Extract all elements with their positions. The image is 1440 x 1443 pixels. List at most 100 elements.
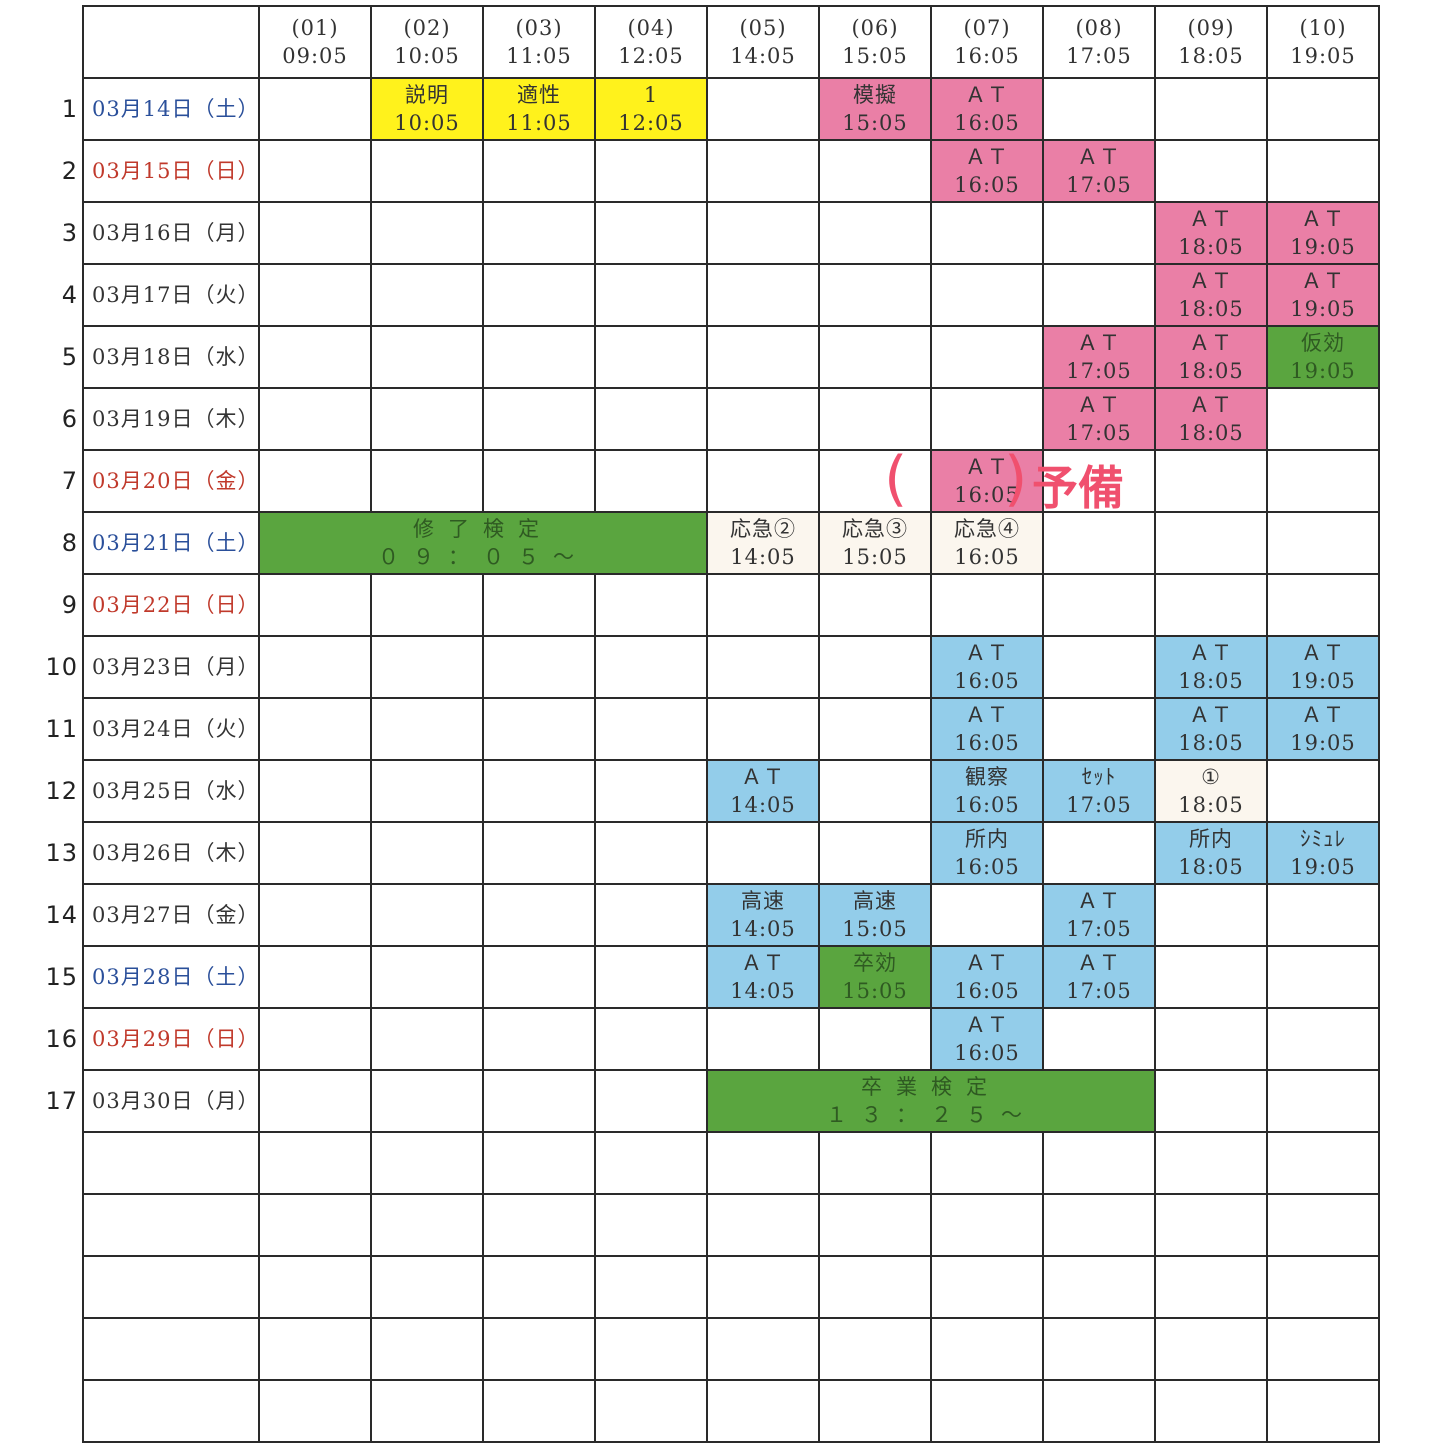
row-date: 03月26日（木）: [82, 821, 260, 885]
lesson-label: 仮効: [1301, 331, 1345, 355]
empty-cell: [1042, 77, 1156, 141]
schedule-row: 11 03月24日（火） ＡＴ 16:05 ＡＴ 18:05 ＡＴ 19:05: [40, 697, 1380, 761]
lesson-label: ＡＴ: [1189, 393, 1233, 417]
lesson-label: ＡＴ: [1301, 269, 1345, 293]
row-date: 03月19日（木）: [82, 387, 260, 451]
schedule-row: 14 03月27日（金） 高速 14:05 高速 15:05 ＡＴ 17:05: [40, 883, 1380, 947]
lesson-label: 模擬: [853, 83, 897, 107]
lesson-label: ＡＴ: [1189, 641, 1233, 665]
slot-time: 16:05: [954, 44, 1020, 68]
lesson-cell: 卒業検定 １３：２５～: [706, 1069, 1156, 1133]
empty-cell: [1154, 511, 1268, 575]
lesson-time: 14:05: [730, 793, 796, 817]
schedule-row: 13 03月26日（木） 所内 16:05 所内 18:05 ｼﾐｭﾚ 19:05: [40, 821, 1380, 885]
empty-cell: [258, 821, 372, 885]
lesson-cell: ＡＴ 18:05: [1154, 325, 1268, 389]
empty-cell: [818, 1317, 932, 1381]
lesson-label: ＡＴ: [1077, 889, 1121, 913]
empty-cell: [594, 139, 708, 203]
lesson-label: 1: [643, 83, 659, 107]
empty-cell: [1042, 263, 1156, 327]
lesson-label: ＡＴ: [1077, 331, 1121, 355]
empty-cell: [706, 635, 820, 699]
empty-cell: [482, 139, 596, 203]
row-number: 10: [45, 653, 78, 681]
empty-cell: [1154, 1255, 1268, 1319]
lesson-time: 15:05: [842, 979, 908, 1003]
empty-cell: [370, 573, 484, 637]
empty-cell: [258, 883, 372, 947]
row-number: 8: [61, 529, 78, 557]
lesson-cell: 高速 15:05: [818, 883, 932, 947]
schedule-row: 8 03月21日（土） 修了検定 ０９：０５～ 応急② 14:05 応急③ 15:05 応急④ 1…: [40, 511, 1380, 575]
empty-cell: [706, 1255, 820, 1319]
row-number: [40, 1132, 83, 1194]
schedule-row: 5 03月18日（水） ＡＴ 17:05 ＡＴ 18:05 仮効 19:05: [40, 325, 1380, 389]
row-date: 03月28日（土）: [82, 945, 260, 1009]
slot-header: (01) 09:05: [258, 5, 372, 79]
lesson-cell: 適性 11:05: [482, 77, 596, 141]
row-date: 03月21日（土）: [82, 511, 260, 575]
slot-number: (02): [403, 16, 451, 40]
empty-cell: [1266, 511, 1380, 575]
empty-cell: [930, 573, 1044, 637]
lesson-time: 19:05: [1290, 235, 1356, 259]
empty-cell: [1266, 77, 1380, 141]
lesson-label: 所内: [1189, 827, 1233, 851]
lesson-time: 16:05: [954, 111, 1020, 135]
lesson-label: ＡＴ: [741, 765, 785, 789]
lesson-time: 16:05: [954, 669, 1020, 693]
blank-row: [40, 1379, 1380, 1443]
lesson-time: 16:05: [954, 173, 1020, 197]
schedule-row: 6 03月19日（木） ＡＴ 17:05 ＡＴ 18:05: [40, 387, 1380, 451]
lesson-label: ＡＴ: [965, 1013, 1009, 1037]
lesson-label: ＡＴ: [1301, 703, 1345, 727]
empty-cell: [482, 759, 596, 823]
empty-cell: [258, 1069, 372, 1133]
empty-cell: [706, 1131, 820, 1195]
lesson-cell: ＡＴ 17:05: [1042, 945, 1156, 1009]
lesson-cell: 応急③ 15:05: [818, 511, 932, 575]
slot-number: (09): [1187, 16, 1235, 40]
slot-number: (03): [515, 16, 563, 40]
lesson-cell: ＡＴ 19:05: [1266, 697, 1380, 761]
lesson-time: 10:05: [394, 111, 460, 135]
blank-row: [40, 1317, 1380, 1381]
lesson-label: ＡＴ: [741, 951, 785, 975]
schedule-row: 1 03月14日（土） 説明 10:05 適性 11:05 1 12:05 模擬 15:05 ＡＴ 1…: [40, 77, 1380, 141]
slot-header: (07) 16:05: [930, 5, 1044, 79]
lesson-label: ＡＴ: [1301, 641, 1345, 665]
empty-cell: [1042, 573, 1156, 637]
lesson-label: 高速: [853, 889, 897, 913]
lesson-time: 14:05: [730, 979, 796, 1003]
slot-time: 09:05: [282, 44, 348, 68]
empty-cell: [1266, 1069, 1380, 1133]
lesson-cell: ＡＴ 16:05: [930, 77, 1044, 141]
slot-header: (02) 10:05: [370, 5, 484, 79]
slot-header: (08) 17:05: [1042, 5, 1156, 79]
empty-cell: [258, 1131, 372, 1195]
empty-cell: [370, 1069, 484, 1133]
lesson-time: 16:05: [954, 855, 1020, 879]
empty-cell: [1154, 1379, 1268, 1443]
empty-cell: [258, 263, 372, 327]
empty-cell: [594, 201, 708, 265]
lesson-time: 18:05: [1178, 235, 1244, 259]
lesson-label: ＡＴ: [965, 455, 1009, 479]
lesson-time: 16:05: [954, 1041, 1020, 1065]
lesson-time: 14:05: [730, 917, 796, 941]
empty-cell: [818, 573, 932, 637]
empty-cell: [706, 263, 820, 327]
empty-cell: [370, 945, 484, 1009]
empty-cell: [482, 1255, 596, 1319]
slot-time: 14:05: [730, 44, 796, 68]
empty-cell: [706, 325, 820, 389]
blank-row: [40, 1131, 1380, 1195]
empty-cell: [482, 1131, 596, 1195]
lesson-time: 11:05: [506, 111, 572, 135]
empty-cell: [258, 1317, 372, 1381]
lesson-time: 19:05: [1290, 359, 1356, 383]
empty-cell: [1154, 573, 1268, 637]
lesson-time: 17:05: [1066, 979, 1132, 1003]
slot-number: (04): [627, 16, 675, 40]
